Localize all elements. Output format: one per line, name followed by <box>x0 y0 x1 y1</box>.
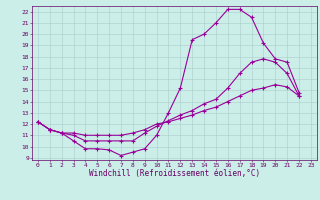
X-axis label: Windchill (Refroidissement éolien,°C): Windchill (Refroidissement éolien,°C) <box>89 169 260 178</box>
